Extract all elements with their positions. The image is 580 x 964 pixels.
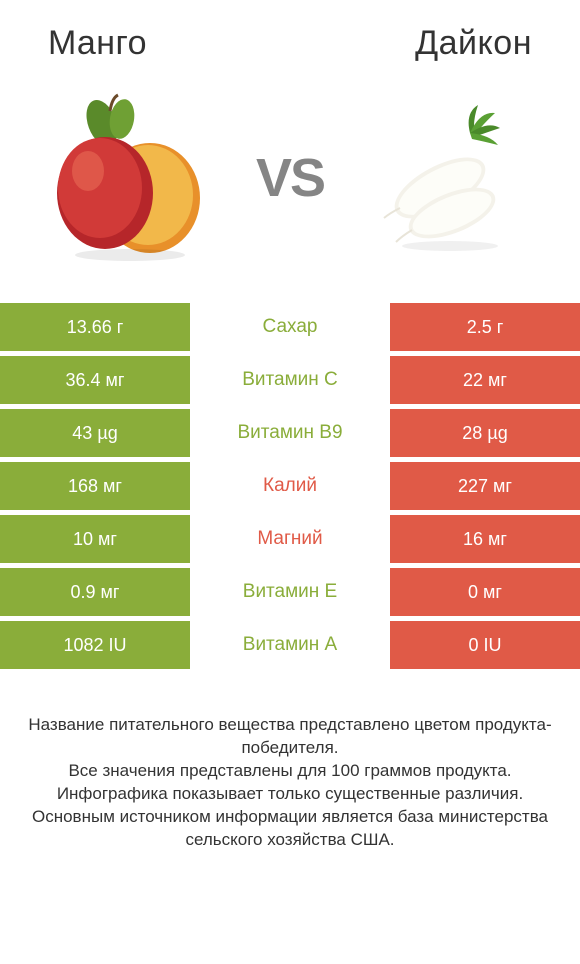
- footnote-text: Название питательного вещества представл…: [0, 674, 580, 852]
- nutrient-label: Витамин C: [190, 356, 390, 404]
- mango-image: [40, 88, 220, 268]
- right-value: 0 мг: [390, 568, 580, 616]
- footnote-line: Основным источником информации является …: [24, 806, 556, 852]
- nutrient-row: 10 мгМагний16 мг: [0, 515, 580, 563]
- nutrient-label: Калий: [190, 462, 390, 510]
- nutrient-row: 1082 IUВитамин A0 IU: [0, 621, 580, 669]
- footnote-line: Инфографика показывает только существенн…: [24, 783, 556, 806]
- right-value: 22 мг: [390, 356, 580, 404]
- daikon-image: [360, 88, 540, 268]
- left-value: 10 мг: [0, 515, 190, 563]
- left-value: 0.9 мг: [0, 568, 190, 616]
- right-value: 0 IU: [390, 621, 580, 669]
- right-value: 227 мг: [390, 462, 580, 510]
- nutrient-table: 13.66 гСахар2.5 г 36.4 мгВитамин C22 мг 43…: [0, 303, 580, 669]
- left-value: 13.66 г: [0, 303, 190, 351]
- left-value: 168 мг: [0, 462, 190, 510]
- right-value: 28 µg: [390, 409, 580, 457]
- left-value: 1082 IU: [0, 621, 190, 669]
- left-value: 36.4 мг: [0, 356, 190, 404]
- nutrient-label: Сахар: [190, 303, 390, 351]
- footnote-line: Все значения представлены для 100 граммо…: [24, 760, 556, 783]
- nutrient-row: 13.66 гСахар2.5 г: [0, 303, 580, 351]
- nutrient-label: Магний: [190, 515, 390, 563]
- nutrient-row: 43 µgВитамин B928 µg: [0, 409, 580, 457]
- vs-label: VS: [256, 147, 324, 209]
- footnote-line: Название питательного вещества представл…: [24, 714, 556, 760]
- right-value: 2.5 г: [390, 303, 580, 351]
- nutrient-label: Витамин E: [190, 568, 390, 616]
- nutrient-row: 0.9 мгВитамин E0 мг: [0, 568, 580, 616]
- nutrient-label: Витамин A: [190, 621, 390, 669]
- left-value: 43 µg: [0, 409, 190, 457]
- hero-row: VS: [0, 73, 580, 303]
- right-value: 16 мг: [390, 515, 580, 563]
- right-product-title: Дайкон: [415, 24, 532, 63]
- nutrient-row: 168 мгКалий227 мг: [0, 462, 580, 510]
- nutrient-row: 36.4 мгВитамин C22 мг: [0, 356, 580, 404]
- left-product-title: Mанго: [48, 24, 147, 63]
- nutrient-label: Витамин B9: [190, 409, 390, 457]
